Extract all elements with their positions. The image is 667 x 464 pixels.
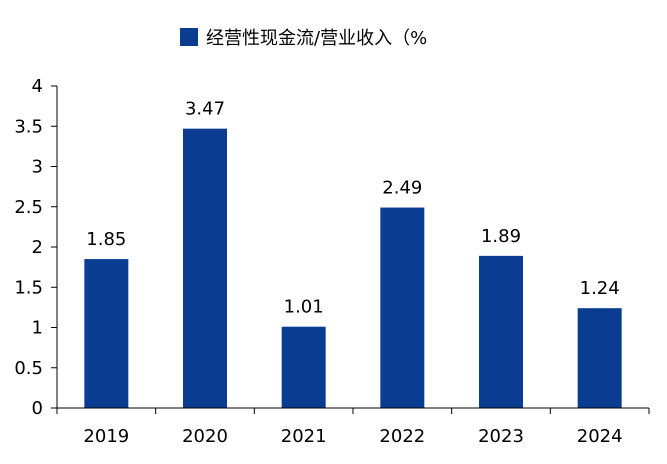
legend-label: 经营性现金流/营业收入（% (206, 28, 427, 49)
data-label-2023: 1.89 (481, 226, 521, 247)
y-tick-label: 0.5 (14, 358, 43, 379)
bar-2021 (281, 326, 326, 408)
y-tick-label: 3 (32, 157, 43, 178)
bar-2020 (183, 128, 227, 409)
data-label-2022: 2.49 (382, 178, 422, 199)
bar-2024 (577, 308, 622, 408)
bars: 1.85 3.47 1.01 2.49 1.89 1.24 (84, 99, 622, 409)
bar-2023 (479, 255, 523, 408)
y-tick-label: 0 (32, 398, 43, 419)
data-label-2024: 1.24 (580, 278, 620, 299)
legend-swatch (180, 28, 198, 46)
x-tick-label-2021: 2021 (281, 426, 327, 447)
y-tick-label: 4 (32, 76, 43, 97)
y-tick-label: 2 (32, 237, 43, 258)
y-tick-label: 3.5 (14, 116, 43, 137)
x-tick-label-2020: 2020 (182, 426, 228, 447)
legend: 经营性现金流/营业收入（% (180, 28, 427, 49)
bar-2019 (84, 259, 129, 408)
x-tick-label-2019: 2019 (83, 426, 129, 447)
data-label-2021: 1.01 (284, 297, 324, 318)
y-tick-label: 2.5 (14, 197, 43, 218)
x-tick-label-2023: 2023 (478, 426, 524, 447)
x-axis: 2019 2020 2021 2022 2023 2024 (56, 407, 650, 447)
data-label-2020: 3.47 (185, 99, 225, 120)
data-label-2019: 1.85 (86, 229, 126, 250)
y-tick-label: 1 (32, 318, 43, 339)
y-tick-label: 1.5 (14, 277, 43, 298)
x-tick-label-2022: 2022 (379, 426, 425, 447)
y-axis: 0 0.5 1 1.5 2 2.5 3 3.5 4 (14, 76, 58, 419)
x-tick-label-2024: 2024 (577, 426, 623, 447)
bar-2022 (380, 207, 425, 408)
